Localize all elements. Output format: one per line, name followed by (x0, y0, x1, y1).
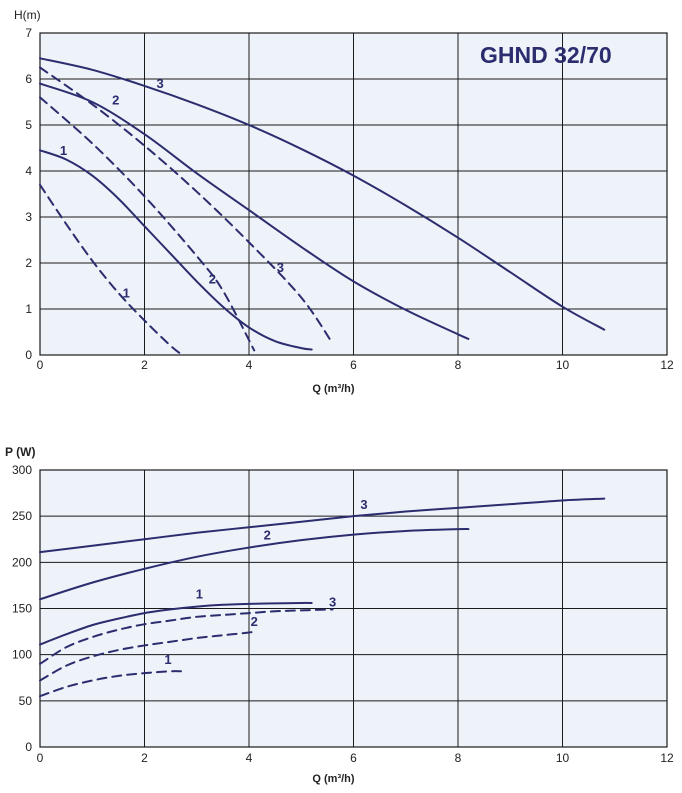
y-tick-label: 1 (25, 302, 32, 316)
x-tick-label: 4 (246, 358, 253, 372)
series-label: 3 (277, 260, 284, 275)
y-tick-label: 50 (19, 694, 33, 708)
y-tick-label: 150 (12, 602, 32, 616)
y-axis-label: P (W) (5, 445, 35, 459)
y-tick-label: 200 (12, 555, 32, 569)
x-tick-label: 10 (556, 751, 570, 765)
x-tick-label: 12 (660, 751, 674, 765)
series-label: 2 (251, 614, 258, 629)
y-tick-label: 5 (25, 118, 32, 132)
series-solid-1-line (39, 149, 313, 351)
plot-frame (39, 32, 668, 356)
y-tick-label: 0 (25, 348, 32, 362)
y-tick-label: 100 (12, 648, 32, 662)
y-tick-label: 0 (25, 740, 32, 754)
x-axis-label: Q (m³/h) (312, 773, 354, 785)
series-solid-1-line (39, 601, 313, 646)
y-tick-label: 7 (25, 26, 32, 40)
y-axis-label: H(m) (14, 8, 41, 22)
series-label: 1 (196, 586, 203, 601)
x-tick-label: 8 (455, 358, 462, 372)
plot-frame (39, 469, 668, 748)
series-label: 1 (164, 652, 171, 667)
series-solid-2-line (39, 82, 470, 340)
x-tick-label: 2 (141, 358, 148, 372)
x-axis-label: Q (m³/h) (312, 383, 354, 395)
series-dashed-2-line (39, 630, 256, 682)
x-tick-label: 0 (37, 358, 44, 372)
x-tick-label: 10 (556, 358, 570, 372)
series-solid-3-line (39, 57, 606, 331)
x-tick-label: 8 (455, 751, 462, 765)
series-label: 2 (209, 272, 216, 287)
series-dashed-1-line (39, 183, 183, 356)
series-dashed-1-line (39, 670, 183, 698)
y-tick-label: 6 (25, 72, 32, 86)
series-label: 1 (123, 286, 130, 301)
y-tick-label: 300 (12, 463, 32, 477)
y-tick-label: 3 (25, 210, 32, 224)
series-label: 3 (360, 497, 367, 512)
y-tick-label: 4 (25, 164, 32, 178)
series-label: 2 (112, 92, 119, 107)
x-tick-label: 4 (246, 751, 253, 765)
x-tick-label: 2 (141, 751, 148, 765)
chart-title: GHND 32/70 (480, 42, 612, 68)
series-label: 1 (60, 143, 67, 158)
series-label: 3 (157, 76, 164, 91)
y-tick-label: 250 (12, 509, 32, 523)
series-label: 3 (329, 595, 336, 610)
x-tick-label: 6 (350, 358, 357, 372)
y-tick-label: 2 (25, 256, 32, 270)
series-label: 2 (264, 527, 271, 542)
series-solid-2-line (39, 527, 470, 601)
series-dashed-3-line (39, 608, 334, 665)
x-tick-label: 12 (660, 358, 674, 372)
series-dashed-2-line (39, 96, 256, 352)
x-tick-label: 6 (350, 751, 357, 765)
series-solid-3-line (39, 497, 606, 554)
x-tick-label: 0 (37, 751, 44, 765)
series-dashed-3-line (39, 66, 334, 345)
